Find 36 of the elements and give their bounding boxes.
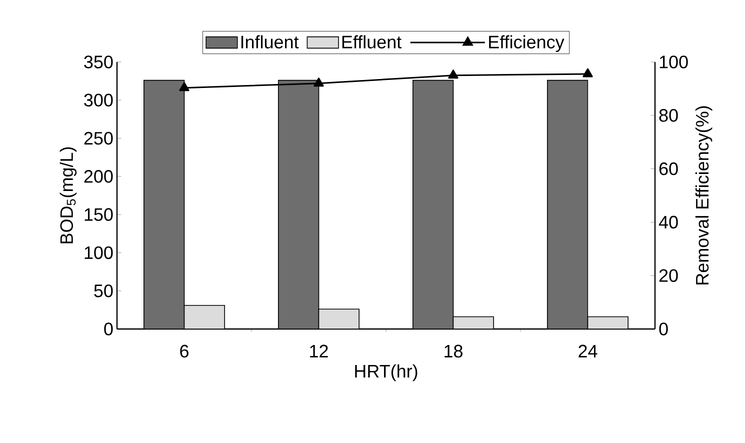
x-tick-label: 18 (444, 344, 462, 358)
y2-tick-label: 20 (659, 269, 678, 282)
y2-tick-label: 40 (658, 216, 678, 229)
legend-label: Influent (241, 35, 299, 48)
y2-tick-label: 0 (659, 322, 668, 336)
legend-label: Effluent (342, 35, 402, 48)
y2-tick-label: 80 (659, 109, 678, 122)
legend-label: Efficiency (489, 35, 564, 52)
y2-tick-label: 100 (660, 56, 688, 68)
y-tick-label: 100 (84, 246, 113, 260)
bar (278, 80, 320, 329)
point (448, 70, 458, 79)
y-tick-label: 200 (84, 170, 113, 183)
y-axis-title: BOD$_{5}$(mg/L) (60, 147, 77, 244)
y2-axis-title: Removal Efficiency(%) (695, 106, 712, 284)
bar (412, 80, 454, 329)
y-tick-label: 250 (84, 132, 113, 145)
y2-tick-label: 60 (659, 162, 678, 176)
y-tick-label: 150 (84, 208, 113, 221)
point (179, 82, 190, 92)
bar (144, 80, 185, 329)
y-tick-label: 50 (94, 284, 113, 298)
y-tick-label: 300 (84, 94, 113, 107)
bar (318, 308, 360, 329)
y-tick-label: 0 (104, 322, 113, 336)
bar (587, 316, 628, 329)
bar (184, 304, 226, 329)
point (582, 68, 593, 78)
x-tick-label: 24 (578, 344, 598, 358)
y-tick-label: 350 (84, 56, 113, 68)
point (314, 78, 324, 87)
bar (546, 80, 588, 329)
x-tick-label: 12 (310, 344, 328, 358)
x-axis-title: HRT(hr) (355, 364, 418, 382)
bar (453, 316, 494, 329)
x-tick-label: 6 (180, 344, 188, 358)
